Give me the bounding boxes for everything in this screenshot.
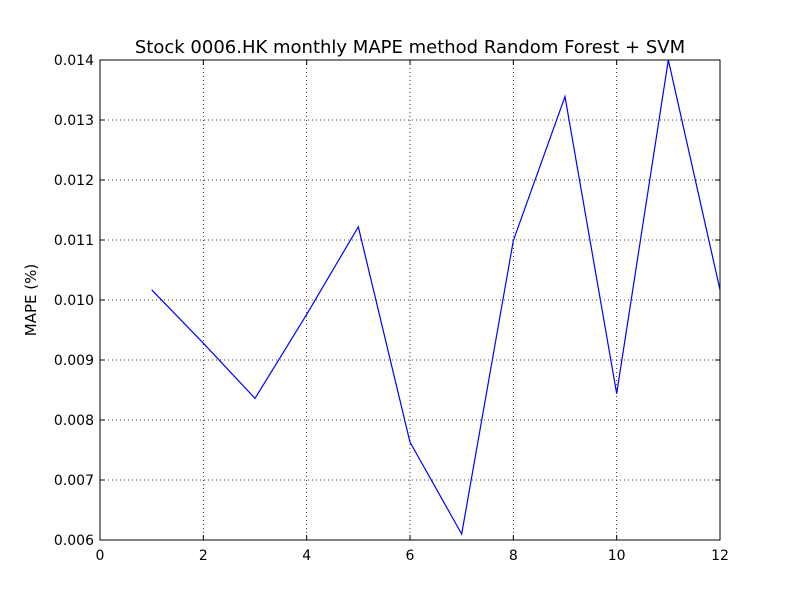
y-tick-label: 0.006 [54, 533, 94, 549]
series-line [151, 59, 721, 536]
y-tick-label: 0.013 [54, 113, 94, 129]
ticks: 0 2 4 6 8 10 12 0.006 0.007 0.008 0.009 0.010 0.011 0… [54, 53, 729, 564]
series-layer [151, 59, 721, 536]
y-tick-label: 0.009 [54, 353, 94, 369]
chart-title: Stock 0006.HK monthly MAPE method Random… [135, 37, 685, 58]
y-tick-label: 0.014 [54, 53, 94, 69]
x-tick-label: 2 [199, 548, 208, 564]
y-tick-label: 0.007 [54, 473, 94, 489]
y-tick-label: 0.010 [54, 293, 94, 309]
x-tick-label: 10 [608, 548, 626, 564]
y-tick-label: 0.011 [54, 233, 94, 249]
x-tick-label: 8 [509, 548, 518, 564]
x-tick-label: 12 [711, 548, 729, 564]
x-tick-label: 6 [406, 548, 415, 564]
x-tick-label: 4 [302, 548, 311, 564]
y-axis-label: MAPE (%) [22, 264, 40, 336]
y-tick-label: 0.008 [54, 413, 94, 429]
grid [100, 60, 720, 540]
y-tick-label: 0.012 [54, 173, 94, 189]
x-tick-label: 0 [96, 548, 105, 564]
